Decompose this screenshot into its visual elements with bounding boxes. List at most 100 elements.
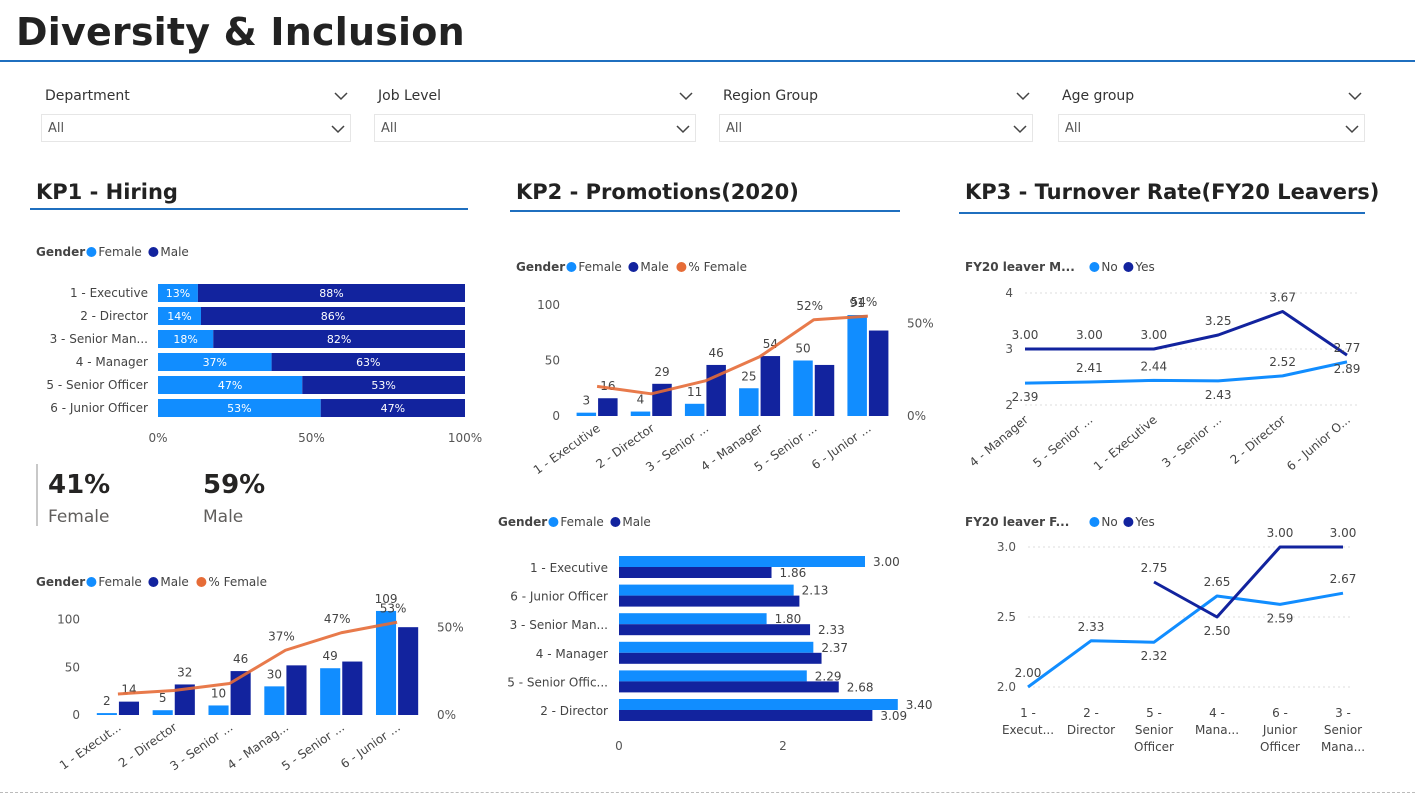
- data-label: 3.40: [906, 698, 933, 712]
- y-tick-label: 100: [57, 613, 80, 627]
- female-bar: [320, 668, 341, 715]
- female-bar: [96, 713, 117, 715]
- legend-item: Male: [640, 260, 668, 274]
- chevron-down-icon[interactable]: [1347, 88, 1363, 104]
- legend-title: FY20 leaver F...: [965, 515, 1069, 529]
- region-group-label: Region Group: [723, 88, 818, 104]
- data-label: 3.09: [880, 709, 907, 723]
- male-bar: [619, 595, 800, 607]
- job-level-label: Job Level: [378, 88, 441, 104]
- promotions-counts-chart[interactable]: Gender Female Male% Female0501000%50%3161 …: [510, 255, 950, 475]
- legend-item: Female: [98, 575, 141, 589]
- category-label: 2 - Director: [80, 309, 148, 323]
- female-bar: [375, 610, 397, 715]
- female-bar: [739, 388, 759, 416]
- legend-marker: [86, 577, 97, 587]
- x-tick-label: Senior: [1135, 723, 1173, 737]
- data-label: 37%: [203, 356, 227, 369]
- data-label: 82%: [327, 333, 351, 346]
- male-bar: [619, 710, 873, 721]
- data-label: 11: [687, 385, 702, 399]
- age-group-slicer[interactable]: Age group All: [1058, 88, 1365, 148]
- department-value: All: [48, 121, 65, 136]
- x-tick-label: 2 - Director: [1228, 413, 1289, 467]
- x-tick-label: 1 -: [1020, 706, 1036, 720]
- data-label: 109: [375, 592, 398, 606]
- data-label: 47%: [218, 379, 242, 392]
- y-tick-label: 0: [72, 708, 80, 722]
- data-label: 5: [159, 691, 167, 705]
- no-data-label: 2.39: [1012, 390, 1039, 404]
- y-tick-label: 3: [1005, 342, 1013, 356]
- legend-title: FY20 leaver M...: [965, 260, 1075, 274]
- data-label: 2.13: [802, 584, 829, 598]
- turnover-f-chart[interactable]: FY20 leaver F... No Yes 2.0 2.5 3.0 2.00 2.33 2.…: [960, 510, 1380, 760]
- legend-title: Gender: [36, 245, 85, 259]
- yes-data-label: 3.67: [1269, 290, 1296, 304]
- female-bar: [576, 412, 597, 416]
- chevron-down-icon[interactable]: [333, 88, 349, 104]
- data-label: 46: [233, 652, 248, 666]
- legend-title: Gender: [36, 575, 85, 589]
- no-data-label: 2.67: [1330, 572, 1357, 586]
- legend-marker: [566, 262, 577, 272]
- kp3-title: KP3 - Turnover Rate(FY20 Leavers): [965, 180, 1380, 204]
- department-slicer[interactable]: Department All: [41, 88, 351, 148]
- legend-item: Female: [578, 260, 621, 274]
- male-bar: [814, 364, 835, 416]
- yes-data-label: 2.89: [1334, 362, 1361, 376]
- pct-label: 53%: [380, 601, 407, 615]
- kp2-divider: [510, 210, 900, 212]
- legend-item: Yes: [1134, 515, 1154, 529]
- legend-marker: [86, 247, 97, 257]
- data-label: 63%: [356, 356, 380, 369]
- legend-title: Gender: [516, 260, 565, 274]
- female-bar: [264, 686, 285, 715]
- data-label: 2: [103, 694, 111, 708]
- female-bar: [158, 330, 214, 348]
- legend-title: Gender: [498, 515, 547, 529]
- chevron-down-icon[interactable]: [1015, 88, 1031, 104]
- age-group-dropdown[interactable]: All: [1058, 114, 1365, 142]
- x-tick-label: 4 -: [1209, 706, 1225, 720]
- pct-label: 47%: [324, 612, 351, 626]
- region-group-dropdown[interactable]: All: [719, 114, 1033, 142]
- yes-data-label: 3.25: [1205, 314, 1232, 328]
- kp2-title: KP2 - Promotions(2020): [516, 180, 799, 204]
- pct-label: 52%: [796, 299, 823, 313]
- legend-marker: [1123, 517, 1134, 527]
- job-level-slicer[interactable]: Job Level All: [374, 88, 696, 148]
- turnover-m-chart[interactable]: FY20 leaver M... No Yes 2 3 4 2.39 2.41 2.44 2.43…: [960, 255, 1380, 485]
- y2-tick-label: 50%: [437, 621, 464, 635]
- data-label: 91: [850, 296, 865, 310]
- hiring-counts-chart[interactable]: Gender Female Male% Female0501000%50%2141 …: [30, 570, 480, 780]
- data-label: 30: [267, 667, 282, 681]
- job-level-dropdown[interactable]: All: [374, 114, 696, 142]
- legend-marker: [196, 577, 207, 587]
- category-label: 1 - Executive: [530, 561, 608, 575]
- legend-item: Male: [622, 515, 650, 529]
- legend-marker: [1089, 517, 1100, 527]
- region-group-slicer[interactable]: Region Group All: [719, 88, 1033, 148]
- y-tick-label: 3.0: [997, 540, 1016, 554]
- pct-female-line: [596, 314, 869, 396]
- data-label: 53%: [371, 379, 395, 392]
- category-label: 6 - Junior Officer: [510, 590, 608, 604]
- data-label: 2.37: [821, 641, 848, 655]
- department-dropdown[interactable]: All: [41, 114, 351, 142]
- legend-item: Female: [98, 245, 141, 259]
- x-tick-label: 6 - Junior O...: [1284, 413, 1353, 474]
- y-tick-label: 4: [1005, 286, 1013, 300]
- promotions-rating-chart[interactable]: Gender Female Male 1 - Executive 6 - Junior …: [495, 510, 940, 760]
- female-bar: [158, 353, 272, 371]
- x-tick-label: 5 - Senior ...: [279, 720, 347, 773]
- age-group-value: All: [1065, 121, 1082, 136]
- female-bar: [619, 641, 814, 653]
- x-tick-label: Mana...: [1321, 740, 1365, 754]
- hiring-gender-split-chart[interactable]: Gender Female Male 1 - Executive 13% 88% 2 - D…: [30, 240, 490, 450]
- legend-item: % Female: [688, 260, 747, 274]
- legend-item: Yes: [1134, 260, 1154, 274]
- legend-marker: [1089, 262, 1100, 272]
- chevron-down-icon[interactable]: [678, 88, 694, 104]
- data-label: 14%: [167, 310, 191, 323]
